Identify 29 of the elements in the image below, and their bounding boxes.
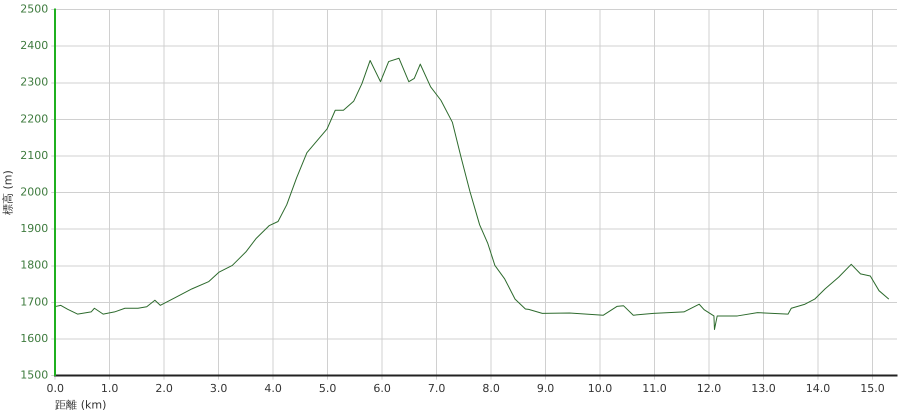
x-tick-label: 5.0 [318, 382, 336, 396]
x-tick-label: 6.0 [373, 382, 391, 396]
x-tick-label: 7.0 [428, 382, 446, 396]
x-axis-title: 距離 (km) [55, 398, 106, 412]
y-tick-label: 2200 [20, 112, 48, 126]
y-tick-label: 2100 [20, 148, 48, 162]
y-tick-label: 1600 [20, 332, 48, 345]
y-axis-title: 標高 (m) [1, 170, 14, 215]
x-tick-label: 10.0 [588, 382, 612, 396]
x-tick-label: 2.0 [155, 382, 173, 396]
x-tick-label: 14.0 [806, 382, 830, 396]
x-tick-label: 15.0 [860, 382, 885, 396]
y-tick-label: 1500 [20, 368, 48, 382]
y-tick-label: 2000 [20, 185, 48, 198]
x-tick-label: 8.0 [482, 382, 500, 396]
x-tick-label: 12.0 [696, 382, 722, 396]
y-tick-label: 1700 [20, 295, 48, 308]
y-tick-label: 1800 [20, 258, 48, 272]
y-tick-label: 2300 [20, 76, 48, 89]
x-tick-label: 4.0 [264, 382, 282, 396]
x-tick-label: 1.0 [100, 382, 118, 396]
x-tick-label: 0.0 [46, 382, 64, 396]
y-tick-label: 2500 [20, 2, 48, 16]
x-tick-label: 3.0 [210, 382, 228, 396]
x-tick-label: 11.0 [642, 382, 667, 396]
y-tick-label: 1900 [20, 222, 48, 236]
x-tick-label: 13.0 [751, 382, 776, 396]
x-tick-label: 9.0 [536, 382, 554, 396]
y-tick-label: 2400 [20, 39, 48, 52]
